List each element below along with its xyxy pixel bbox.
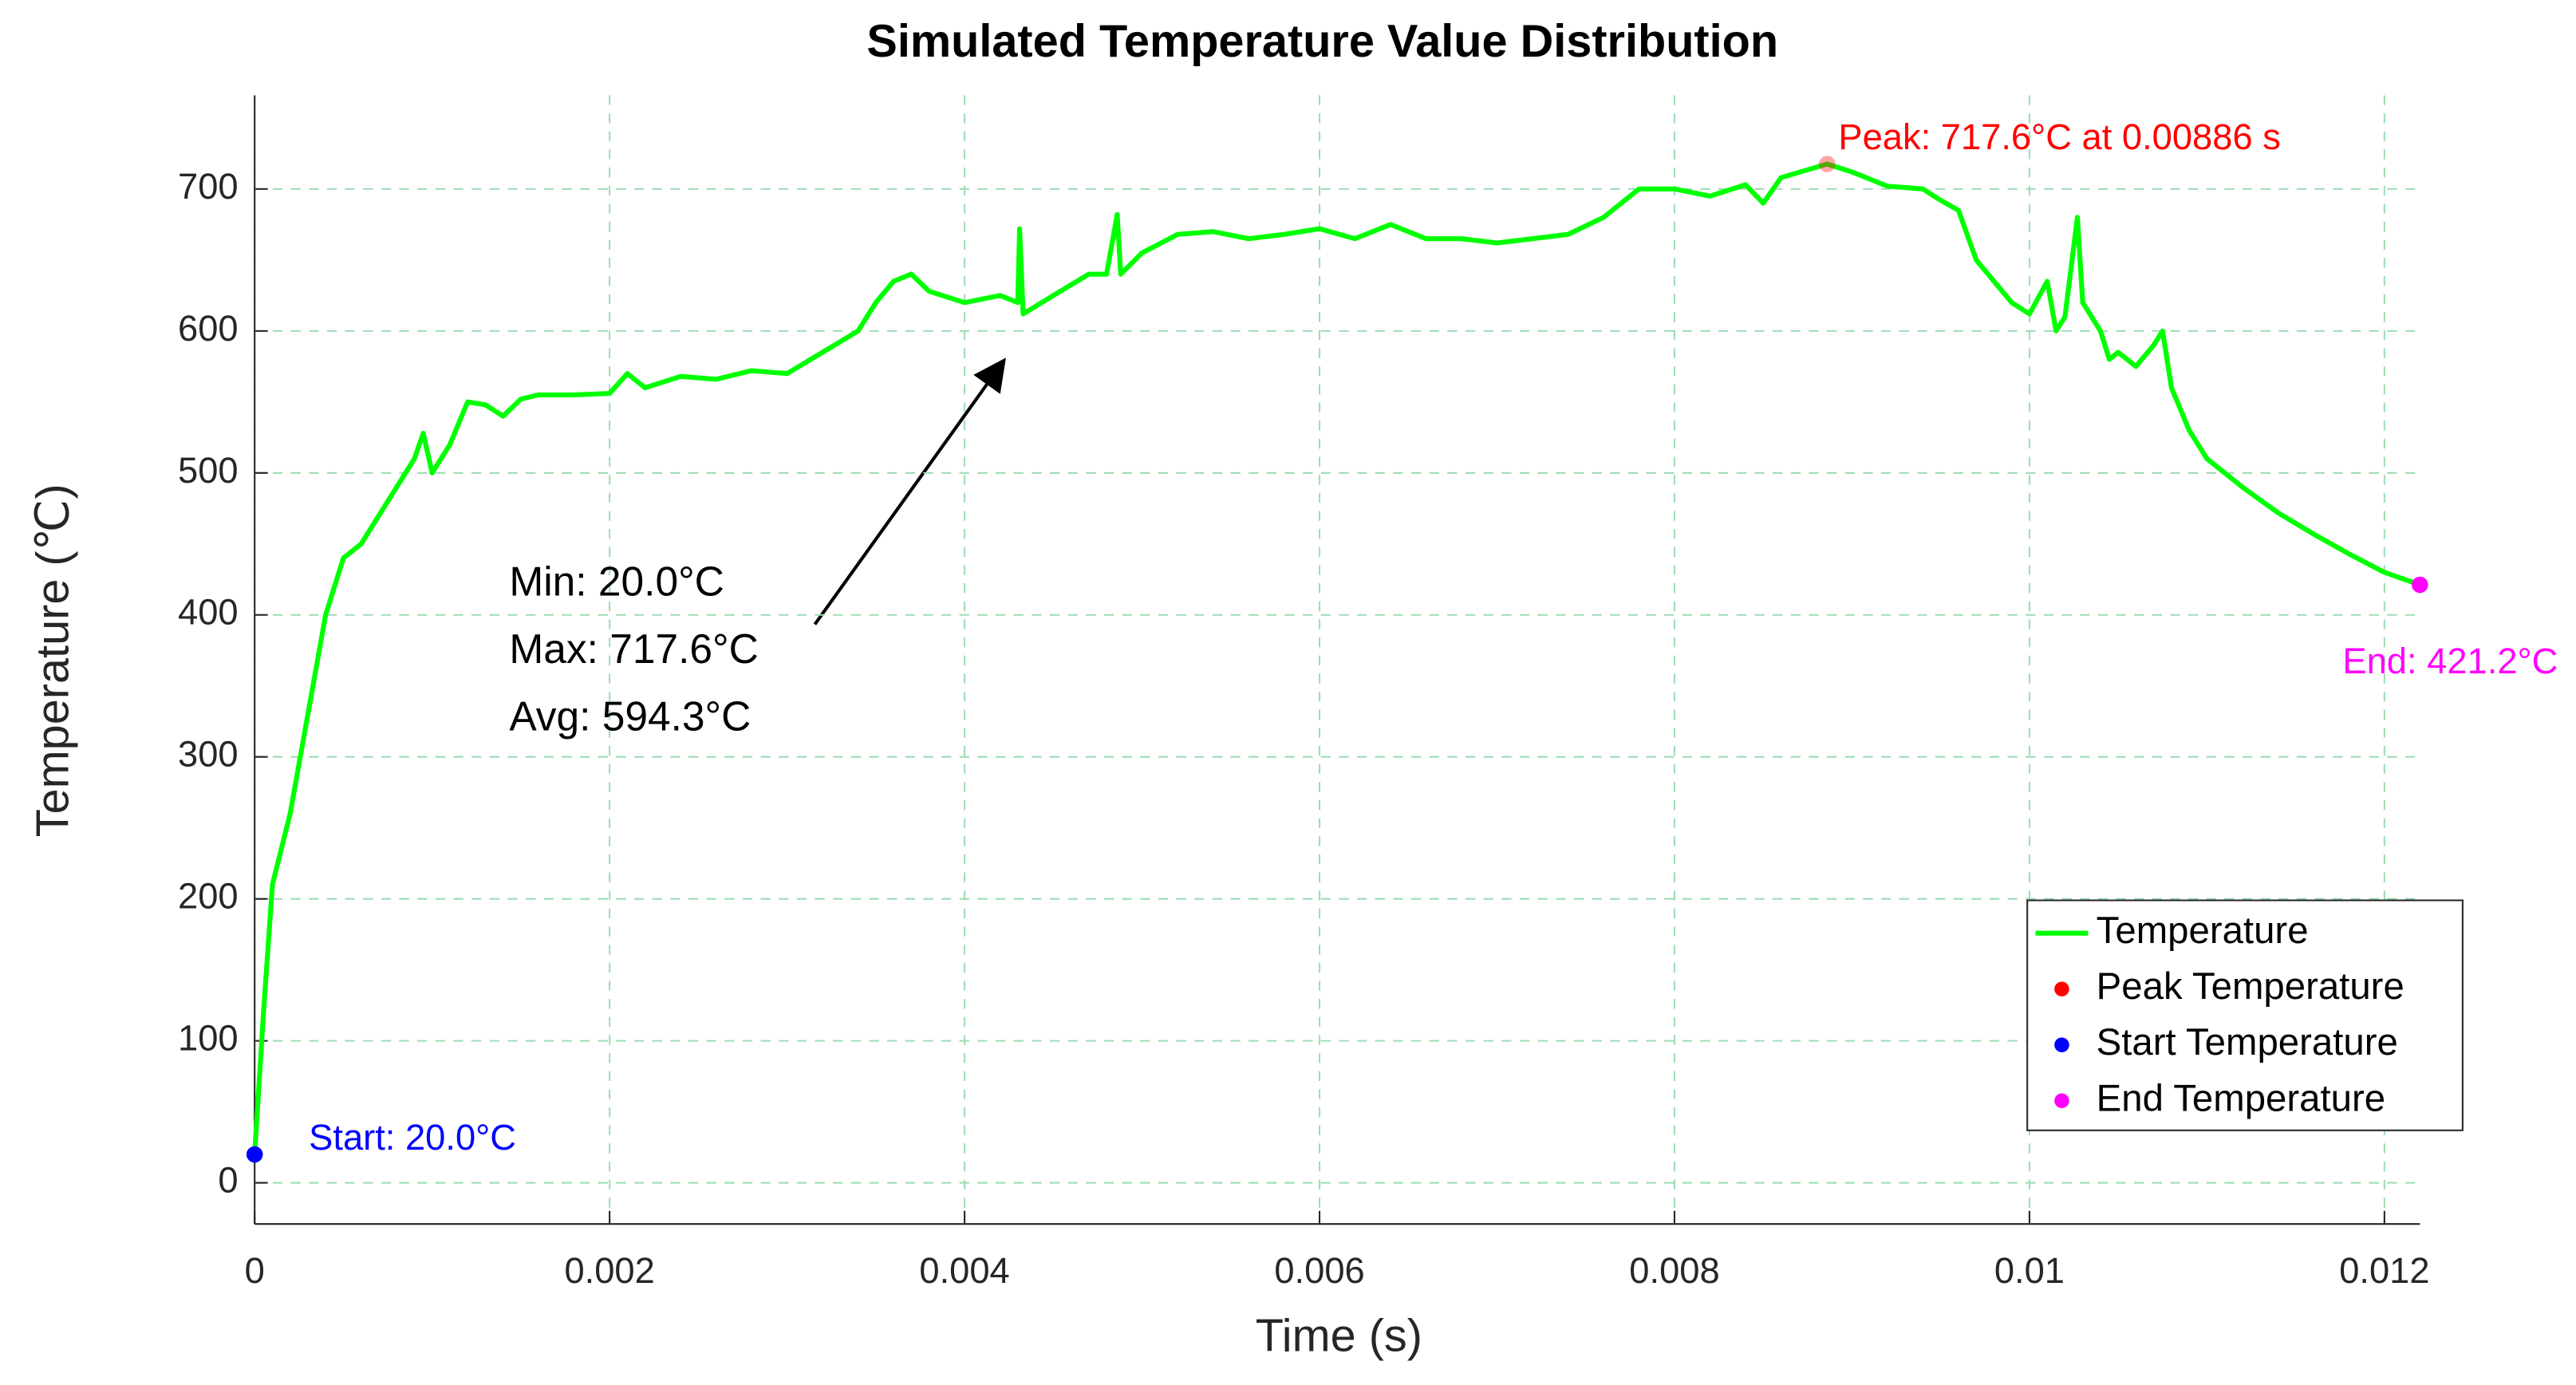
point-marker [1819,156,1836,172]
legend-swatch [2054,1037,2069,1052]
x-tick-label: 0.008 [1629,1250,1719,1291]
x-tick-label: 0.01 [1994,1250,2065,1291]
point-marker [246,1146,263,1163]
y-tick-label: 200 [178,876,239,917]
point-marker [2412,576,2428,594]
legend-label: Peak Temperature [2097,965,2404,1008]
chart-title: Simulated Temperature Value Distribution [866,16,1778,67]
x-axis-label: Time (s) [1256,1311,1422,1362]
y-tick-label: 500 [178,450,239,491]
x-tick-label: 0.002 [564,1250,654,1291]
x-tick-label: 0.004 [919,1250,1009,1291]
temperature-line [252,161,2421,1155]
y-tick-label: 600 [178,308,239,349]
legend-label: End Temperature [2097,1077,2385,1119]
legend-swatch [2054,981,2069,996]
annotation: Start: 20.0°C [309,1117,516,1158]
stats-text: Min: 20.0°C [509,558,724,605]
x-tick-label: 0 [245,1250,265,1291]
stats-text: Avg: 594.3°C [509,693,751,740]
legend-swatch [2054,1093,2069,1109]
y-tick-label: 300 [178,734,239,775]
x-tick-label: 0.006 [1274,1250,1364,1291]
legend-box [2026,899,2464,1131]
legend-label: Temperature [2097,910,2309,952]
annotation-arrow [813,357,1006,625]
y-axis-label: Temperature (℃) [27,483,78,837]
annotation: Peak: 717.6°C at 0.00886 s [1838,116,2281,157]
y-tick-label: 400 [178,592,239,633]
annotation: End: 421.2°C [2342,641,2558,681]
y-tick-label: 100 [178,1018,239,1059]
y-tick-label: 0 [218,1160,238,1201]
x-tick-label: 0.012 [2339,1250,2429,1291]
legend-label: Start Temperature [2097,1021,2398,1063]
stats-text: Max: 717.6°C [509,625,758,672]
y-tick-label: 700 [178,166,239,207]
